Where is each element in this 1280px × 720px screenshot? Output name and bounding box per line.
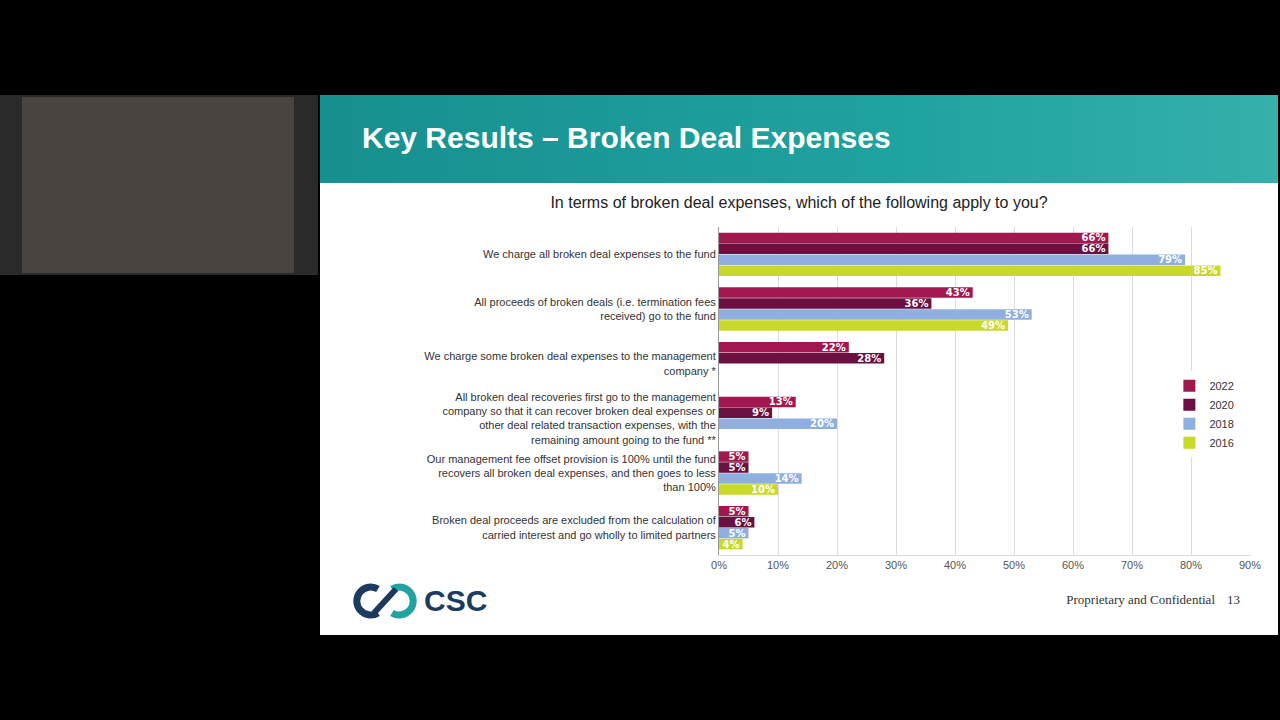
svg-text:4%: 4% <box>723 539 740 550</box>
svg-text:All broken deal recoveries fir: All broken deal recoveries first go to t… <box>442 391 716 446</box>
svg-text:Our management fee offset prov: Our management fee offset provision is 1… <box>427 453 717 494</box>
svg-text:We charge all broken deal expe: We charge all broken deal expenses to th… <box>483 248 716 260</box>
svg-text:50%: 50% <box>1003 559 1025 571</box>
svg-text:36%: 36% <box>904 298 928 309</box>
svg-text:In terms of broken deal expens: In terms of broken deal expenses, which … <box>550 194 1047 211</box>
html-text:CSC: CSC <box>424 584 488 617</box>
svg-text:5%: 5% <box>729 451 746 462</box>
svg-text:Broken deal proceeds are exclu: Broken deal proceeds are excluded from t… <box>432 514 717 540</box>
svg-text:2022: 2022 <box>1209 380 1233 392</box>
svg-text:5%: 5% <box>729 462 746 473</box>
svg-text:28%: 28% <box>857 353 881 364</box>
svg-text:All proceeds of broken deals (: All proceeds of broken deals (i.e. termi… <box>474 296 716 322</box>
svg-text:43%: 43% <box>946 287 970 298</box>
svg-text:30%: 30% <box>885 559 907 571</box>
svg-text:9%: 9% <box>752 407 769 418</box>
svg-text:10%: 10% <box>767 559 789 571</box>
svg-text:79%: 79% <box>1158 254 1182 265</box>
html-text:Proprietary and Confidential: Proprietary and Confidential <box>1066 592 1215 607</box>
html-text:Key Results – Broken Deal Expe: Key Results – Broken Deal Expenses <box>362 121 891 154</box>
svg-text:85%: 85% <box>1194 265 1218 276</box>
svg-text:40%: 40% <box>944 559 966 571</box>
svg-text:22%: 22% <box>822 342 846 353</box>
html-text:13: 13 <box>1227 592 1240 607</box>
svg-text:We charge some broken deal exp: We charge some broken deal expenses to t… <box>424 350 716 376</box>
svg-text:66%: 66% <box>1081 243 1105 254</box>
svg-text:5%: 5% <box>729 528 746 539</box>
svg-text:53%: 53% <box>1005 309 1029 320</box>
svg-text:20%: 20% <box>810 418 834 429</box>
svg-text:13%: 13% <box>769 396 793 407</box>
svg-text:20%: 20% <box>826 559 848 571</box>
svg-text:49%: 49% <box>981 320 1005 331</box>
svg-text:6%: 6% <box>734 517 751 528</box>
svg-text:14%: 14% <box>775 473 799 484</box>
svg-text:70%: 70% <box>1121 559 1143 571</box>
svg-text:90%: 90% <box>1239 559 1261 571</box>
svg-text:2020: 2020 <box>1209 399 1233 411</box>
svg-text:2018: 2018 <box>1209 418 1233 430</box>
svg-text:80%: 80% <box>1180 559 1202 571</box>
svg-text:5%: 5% <box>729 506 746 517</box>
svg-text:2016: 2016 <box>1209 437 1233 449</box>
svg-text:66%: 66% <box>1081 232 1105 243</box>
svg-text:60%: 60% <box>1062 559 1084 571</box>
svg-text:0%: 0% <box>711 559 727 571</box>
svg-text:10%: 10% <box>751 484 775 495</box>
